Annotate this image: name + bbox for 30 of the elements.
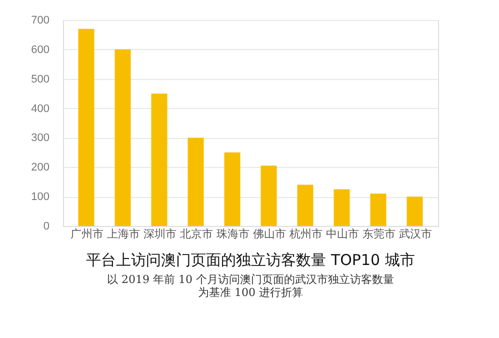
x-tick-label: 珠海市 — [216, 228, 250, 240]
bar — [334, 189, 350, 226]
x-tick-label: 中山市 — [326, 228, 359, 240]
x-tick-label: 杭州市 — [288, 228, 322, 240]
x-tick-label: 佛山市 — [252, 228, 286, 240]
x-tick-label: 广州市 — [70, 228, 104, 240]
bar — [114, 49, 131, 226]
bar — [297, 184, 314, 226]
y-tick-label: 200 — [31, 162, 50, 174]
x-tick-label: 上海市 — [106, 228, 140, 240]
text: 平台上访问澳门页面的独立访客数量 TOP10 城市 — [86, 251, 415, 269]
bar — [406, 196, 423, 226]
y-tick-label: 100 — [31, 191, 50, 204]
bar — [151, 94, 168, 226]
bar — [188, 138, 204, 226]
bar — [260, 166, 277, 226]
y-tick-label: 700 — [31, 14, 50, 26]
x-tick-label: 东莞市 — [362, 228, 396, 240]
bar — [370, 194, 386, 226]
x-tick-label: 北京市 — [180, 228, 213, 240]
bar — [78, 28, 94, 226]
y-tick-label: 500 — [31, 73, 50, 86]
x-tick-label: 深圳市 — [143, 228, 176, 240]
y-tick-label: 400 — [31, 102, 50, 115]
text: 以 2019 年前 10 个月访问澳门页面的武汉市独立访客数量为基准 100 进行折算 — [107, 273, 394, 299]
x-tick-label: 武汉市 — [398, 228, 432, 240]
y-tick-label: 300 — [31, 132, 50, 144]
bar — [224, 152, 240, 226]
y-tick-label: 0 — [43, 220, 50, 232]
y-tick-label: 600 — [31, 44, 50, 56]
